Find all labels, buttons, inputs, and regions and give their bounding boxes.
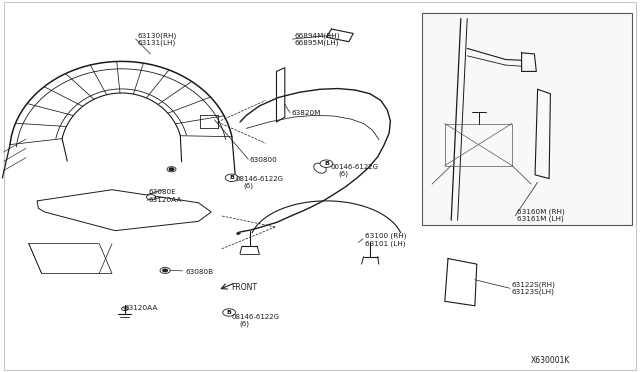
Bar <box>422 13 632 225</box>
Text: B: B <box>227 310 232 315</box>
Circle shape <box>225 174 238 182</box>
Text: 63122S(RH): 63122S(RH) <box>512 281 556 288</box>
Text: 63820M: 63820M <box>292 110 321 116</box>
Text: 08146-6122G: 08146-6122G <box>232 314 280 320</box>
Circle shape <box>320 160 333 167</box>
Text: (6): (6) <box>243 183 253 189</box>
Text: (6): (6) <box>239 320 250 327</box>
Circle shape <box>167 167 176 172</box>
Text: 66894M(RH): 66894M(RH) <box>294 32 340 39</box>
Text: 630800: 630800 <box>250 157 277 163</box>
Text: X630001K: X630001K <box>531 356 571 365</box>
Text: (6): (6) <box>338 170 348 177</box>
Circle shape <box>160 267 170 273</box>
Text: 63080B: 63080B <box>186 269 214 275</box>
Text: 63123S(LH): 63123S(LH) <box>512 288 555 295</box>
Text: B: B <box>229 175 234 180</box>
Text: 63120AA: 63120AA <box>148 197 182 203</box>
Text: 63080E: 63080E <box>148 189 176 195</box>
Text: 63130(RH): 63130(RH) <box>138 32 177 39</box>
Text: FRONT: FRONT <box>232 283 258 292</box>
Circle shape <box>147 195 156 200</box>
Text: 63160M (RH): 63160M (RH) <box>517 209 565 215</box>
Text: B: B <box>324 161 329 166</box>
Text: 63131(LH): 63131(LH) <box>138 39 176 46</box>
Text: 63161M (LH): 63161M (LH) <box>517 216 564 222</box>
Text: 63100 (RH): 63100 (RH) <box>365 233 406 240</box>
Circle shape <box>223 309 236 316</box>
Circle shape <box>169 168 174 171</box>
Text: 66895M(LH): 66895M(LH) <box>294 39 339 46</box>
Circle shape <box>163 269 168 272</box>
Text: 08146-6122G: 08146-6122G <box>236 176 284 182</box>
Text: 63101 (LH): 63101 (LH) <box>365 240 405 247</box>
Text: 63120AA: 63120AA <box>125 305 158 311</box>
Text: 00146-6122G: 00146-6122G <box>330 164 378 170</box>
